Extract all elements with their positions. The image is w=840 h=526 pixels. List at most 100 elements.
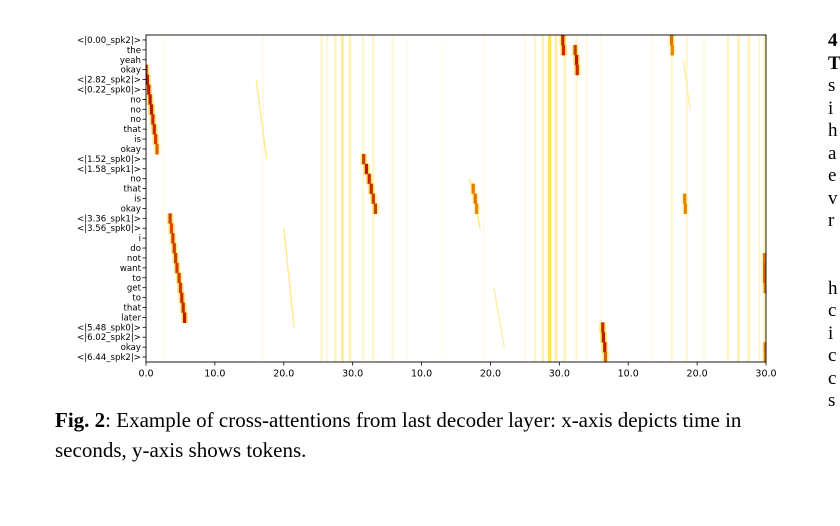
- y-tick-label: okay: [121, 343, 141, 353]
- plot-background: [146, 35, 766, 362]
- x-tick-label: 0.0: [138, 369, 153, 380]
- vertical-band-21: [599, 35, 602, 362]
- x-tick-label: 10.0: [204, 369, 225, 380]
- vertical-band-30: [763, 35, 766, 362]
- attention-peak-28: [603, 342, 607, 353]
- adjacent-column-fragment: [828, 233, 840, 256]
- y-tick-label: <|2.82_spk2|>: [77, 76, 141, 86]
- attention-peak-23: [180, 292, 184, 304]
- y-tick-label: that: [124, 185, 142, 195]
- attention-peak-37: [683, 193, 687, 205]
- adjacent-column-fragment: i: [828, 97, 834, 119]
- attention-peak-11: [367, 173, 371, 185]
- figure-caption: Fig. 2: Example of cross-attentions from…: [55, 405, 790, 465]
- vertical-band-15: [541, 35, 545, 362]
- attention-peak-41: [475, 203, 479, 214]
- attention-peak-7: [154, 134, 158, 145]
- attention-peak-17: [171, 233, 175, 244]
- attention-halo-0: [146, 64, 150, 76]
- x-tick-label: 20.0: [273, 369, 294, 380]
- attention-peak-15: [168, 213, 172, 224]
- attention-peak-45: [763, 282, 766, 294]
- vertical-band-0: [162, 35, 165, 362]
- y-tick-label: okay: [121, 204, 141, 214]
- attention-peak-43: [763, 262, 766, 274]
- attention-peak-39: [471, 183, 475, 195]
- attention-peak-1: [146, 74, 149, 86]
- adjacent-column-fragment: 4: [828, 30, 838, 51]
- faint-streak-3: [493, 287, 506, 348]
- y-tick-label: is: [134, 135, 141, 145]
- attention-peak-42: [763, 253, 766, 264]
- attention-peak-14: [373, 203, 377, 214]
- vertical-band-22: [651, 35, 654, 362]
- adjacent-column-fragment: c: [828, 367, 837, 389]
- vertical-band-19: [575, 35, 578, 362]
- y-tick-label: to: [132, 274, 141, 284]
- y-tick-label: to: [132, 294, 141, 304]
- attention-peak-33: [574, 54, 579, 66]
- y-tick-label: <|6.44_spk2|>: [77, 353, 141, 363]
- attention-peak-29: [603, 352, 608, 362]
- attention-peak-6: [152, 124, 156, 135]
- attention-peak-19: [174, 253, 178, 264]
- adjacent-column-fragment: a: [828, 142, 837, 164]
- y-tick-label: <|0.00_spk2|>: [77, 36, 141, 46]
- y-tick-label: yeah: [120, 56, 141, 66]
- attention-peak-24: [181, 302, 185, 314]
- attention-peak-30: [561, 35, 565, 46]
- vertical-band-11: [441, 35, 444, 362]
- y-tick-label: okay: [121, 66, 141, 76]
- vertical-band-4: [334, 35, 337, 362]
- faint-streak-4: [682, 59, 692, 110]
- vertical-band-3: [326, 35, 329, 362]
- adjacent-column-fragment: [828, 255, 840, 278]
- adjacent-column-fragment: v: [828, 187, 838, 209]
- adjacent-column-fragment: c: [828, 345, 837, 366]
- vertical-band-12: [482, 35, 485, 362]
- vertical-band-26: [726, 35, 730, 362]
- y-tick-label: want: [120, 264, 142, 274]
- attention-peak-36: [670, 44, 674, 56]
- adjacent-column-fragment: h: [828, 120, 838, 141]
- attention-peak-46: [763, 342, 766, 353]
- vertical-band-13: [523, 35, 526, 362]
- vertical-band-9: [391, 35, 394, 362]
- caption-label: Fig. 2: [55, 408, 106, 432]
- y-tick-label: no: [130, 95, 141, 105]
- adjacent-column-fragment: s: [828, 75, 836, 96]
- vertical-band-2: [320, 35, 323, 362]
- attention-peak-10: [364, 163, 369, 175]
- y-tick-label: <|6.02_spk2|>: [77, 333, 141, 343]
- attention-peak-20: [175, 262, 179, 274]
- faint-streak-0: [255, 79, 268, 159]
- vertical-band-16: [548, 35, 552, 362]
- attention-peak-4: [149, 104, 154, 115]
- attention-peak-44: [763, 272, 766, 284]
- x-tick-label: 30.0: [342, 369, 363, 380]
- attention-peak-31: [561, 44, 566, 56]
- adjacent-column-fragment: s: [828, 390, 836, 411]
- y-tick-label: not: [127, 254, 142, 264]
- adjacent-column-fragment: c: [828, 300, 837, 321]
- vertical-band-29: [757, 35, 761, 362]
- attention-peak-22: [178, 282, 183, 294]
- y-tick-label: <|0.22_spk0|>: [77, 86, 141, 96]
- vertical-band-23: [670, 35, 673, 362]
- y-tick-label: <|3.36_spk1|>: [77, 214, 141, 224]
- y-tick-label: <|3.56_spk0|>: [77, 224, 141, 234]
- attention-peak-21: [177, 272, 181, 284]
- attention-peak-38: [683, 203, 687, 214]
- vertical-band-10: [406, 35, 409, 362]
- y-tick-label: <|1.52_spk0|>: [77, 155, 141, 165]
- attention-peak-18: [172, 243, 176, 254]
- x-tick-label: 30.0: [549, 369, 570, 380]
- attention-peak-16: [169, 223, 174, 234]
- vertical-band-18: [563, 35, 567, 362]
- adjacent-column-fragment: r: [828, 210, 835, 231]
- x-tick-label: 10.0: [618, 369, 639, 380]
- x-tick-label: 10.0: [411, 369, 432, 380]
- y-tick-label: <|1.58_spk1|>: [77, 165, 141, 175]
- attention-peak-5: [151, 114, 155, 125]
- y-tick-label: no: [130, 175, 141, 185]
